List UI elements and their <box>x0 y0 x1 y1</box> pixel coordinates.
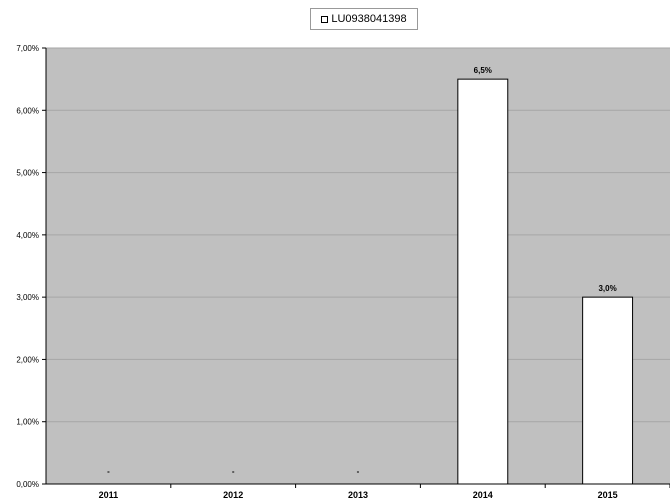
x-tick-label-2011: 2011 <box>99 490 119 500</box>
bar-2015 <box>582 296 634 485</box>
data-label-2012: - <box>232 467 235 476</box>
y-tick-label: 6,00% <box>16 106 39 115</box>
legend: LU0938041398 <box>310 8 418 30</box>
y-tick-label: 2,00% <box>16 355 39 364</box>
y-tick-label: 7,00% <box>16 44 39 53</box>
bar-2014 <box>457 78 509 485</box>
y-tick-label: 5,00% <box>16 169 39 178</box>
x-tick-label-2013: 2013 <box>348 490 368 500</box>
x-tick-label-2014: 2014 <box>473 490 493 500</box>
data-label-2011: - <box>107 467 110 476</box>
y-tick-label: 1,00% <box>16 418 39 427</box>
x-tick-label-2015: 2015 <box>598 490 618 500</box>
data-label-2013: - <box>357 467 360 476</box>
data-label-2015: 3,0% <box>598 284 616 293</box>
plot-area <box>46 48 670 484</box>
x-tick-label-2012: 2012 <box>223 490 243 500</box>
y-tick-label: 0,00% <box>16 480 39 489</box>
legend-swatch <box>321 15 329 23</box>
legend-label: LU0938041398 <box>331 13 407 25</box>
y-tick-label: 4,00% <box>16 231 39 240</box>
y-tick-label: 3,00% <box>16 293 39 302</box>
data-label-2014: 6,5% <box>474 66 492 75</box>
